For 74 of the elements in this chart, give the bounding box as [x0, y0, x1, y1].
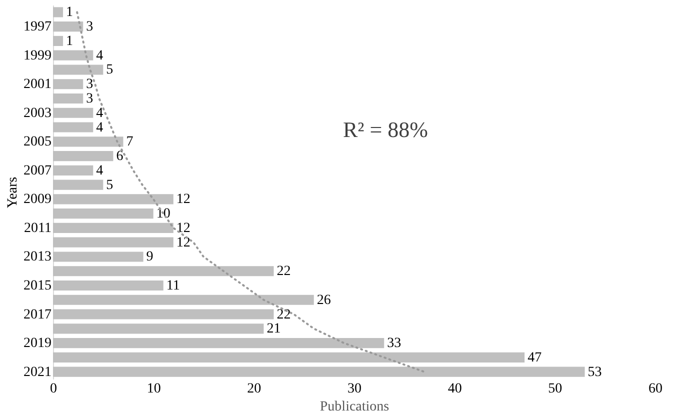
bar	[53, 151, 114, 162]
x-tick-label: 30	[348, 382, 362, 396]
bar	[53, 36, 64, 46]
y-tick-label: 2005	[24, 134, 52, 150]
bar	[53, 50, 94, 60]
data-label: 22	[276, 307, 291, 322]
data-label: 6	[116, 149, 124, 164]
bar	[53, 22, 84, 32]
bar	[53, 237, 174, 248]
bar	[53, 266, 274, 276]
data-label: 1	[66, 5, 74, 20]
bar	[53, 108, 94, 118]
data-label: 3	[86, 77, 94, 92]
bar	[53, 194, 174, 204]
bar	[53, 180, 104, 190]
data-label: 3	[86, 92, 94, 106]
bar	[53, 222, 174, 233]
bar	[53, 252, 144, 262]
data-label: 9	[146, 250, 154, 265]
data-label: 33	[387, 336, 402, 352]
data-label: 1	[66, 34, 74, 49]
annotation: R² = 88%	[343, 117, 428, 142]
y-tick-label: 2015	[24, 278, 52, 294]
data-label: 5	[106, 178, 114, 193]
data-label: 4	[96, 48, 104, 64]
data-label: 12	[176, 235, 190, 250]
x-tick-label: 10	[146, 382, 161, 396]
data-label: 3	[86, 20, 94, 35]
bar	[53, 122, 94, 132]
bar	[53, 93, 84, 104]
x-tick-label: 20	[247, 382, 262, 396]
data-label: 12	[176, 220, 190, 236]
data-label: 4	[96, 120, 104, 136]
bar	[53, 338, 384, 348]
data-label: 4	[96, 163, 104, 178]
bar	[53, 7, 64, 18]
data-label: 22	[276, 264, 291, 280]
bar	[53, 136, 124, 147]
bar	[53, 324, 264, 334]
y-tick-label: 2007	[24, 163, 52, 178]
data-label: 53	[588, 364, 602, 380]
bar	[53, 366, 585, 377]
y-tick-label: 2003	[24, 106, 52, 121]
y-tick-label: 2009	[24, 192, 52, 208]
bar	[53, 294, 314, 305]
data-label: 5	[106, 62, 114, 78]
y-tick-label: 1999	[24, 48, 52, 64]
y-tick-label: 2017	[24, 307, 52, 322]
y-tick-label: 2019	[24, 336, 52, 352]
x-axis-title: Publications	[320, 400, 390, 414]
data-label: 7	[126, 134, 134, 150]
bar	[53, 280, 164, 291]
data-label: 26	[316, 292, 331, 308]
x-tick-label: 50	[548, 382, 562, 396]
x-tick-label: 60	[648, 382, 662, 396]
x-tick-label: 0	[50, 382, 57, 396]
bar	[53, 309, 274, 320]
y-tick-label: 2001	[24, 77, 52, 92]
data-label: 47	[528, 350, 542, 366]
bar	[53, 352, 525, 362]
data-label: 4	[96, 106, 104, 121]
data-label: 11	[166, 278, 180, 294]
y-tick-label: 2013	[24, 250, 52, 265]
bar	[53, 165, 94, 176]
bar	[53, 79, 84, 90]
y-axis-title: Years	[6, 176, 20, 208]
y-tick-label: 2011	[24, 220, 52, 236]
data-label: 21	[266, 322, 281, 337]
y-tick-label: 1997	[24, 20, 52, 35]
data-label: 12	[176, 192, 190, 208]
y-tick-label: 2021	[24, 364, 52, 380]
bar	[53, 64, 104, 75]
bar	[53, 208, 154, 219]
x-tick-label: 40	[448, 382, 462, 396]
